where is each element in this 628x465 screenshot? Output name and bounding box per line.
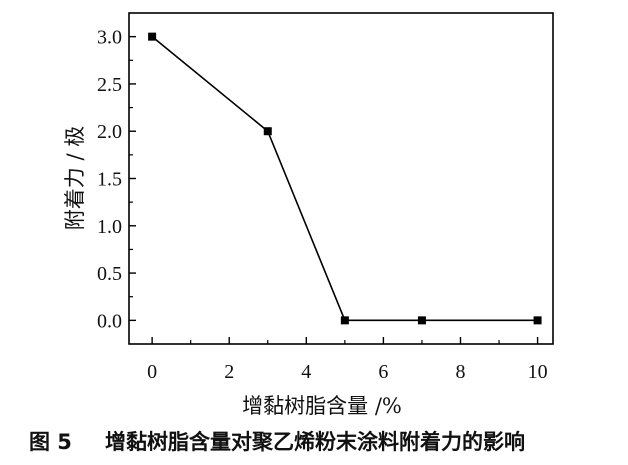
data-point-1 [263,127,272,136]
data-point-3 [417,316,426,325]
y-tick-label-4: 2.0 [97,121,122,143]
data-point-0 [148,32,157,41]
x-tick-label-3: 6 [378,361,388,383]
y-axis-ticks: 0.0 0.5 1.0 1.5 2.0 2.5 3.0 [97,27,136,332]
x-tick-label-1: 2 [224,361,234,383]
data-point-4 [533,316,542,325]
y-tick-label-5: 2.5 [97,74,122,96]
x-axis-ticks: 0 2 4 6 8 10 [147,337,548,383]
plot-frame [128,12,554,345]
figure-label: 图 5 [29,430,72,454]
y-axis-title: 附着力 / 极 [63,126,87,230]
x-tick-label-2: 4 [301,361,311,383]
series-layer [148,32,542,325]
series-line-0 [151,36,538,322]
x-tick-label-5: 10 [528,361,548,383]
x-axis-title: 增黏树脂含量 /% [242,394,402,418]
y-tick-label-3: 1.5 [97,169,122,191]
y-tick-label-0: 0.0 [97,310,122,332]
y-tick-label-2: 1.0 [97,216,122,238]
figure-caption: 增黏树脂含量对聚乙烯粉末涂料附着力的影响 [105,430,525,454]
y-tick-label-1: 0.5 [97,263,122,285]
x-tick-label-4: 8 [455,361,465,383]
data-point-2 [340,316,349,325]
y-tick-label-6: 3.0 [97,27,122,49]
x-tick-label-0: 0 [147,361,157,383]
